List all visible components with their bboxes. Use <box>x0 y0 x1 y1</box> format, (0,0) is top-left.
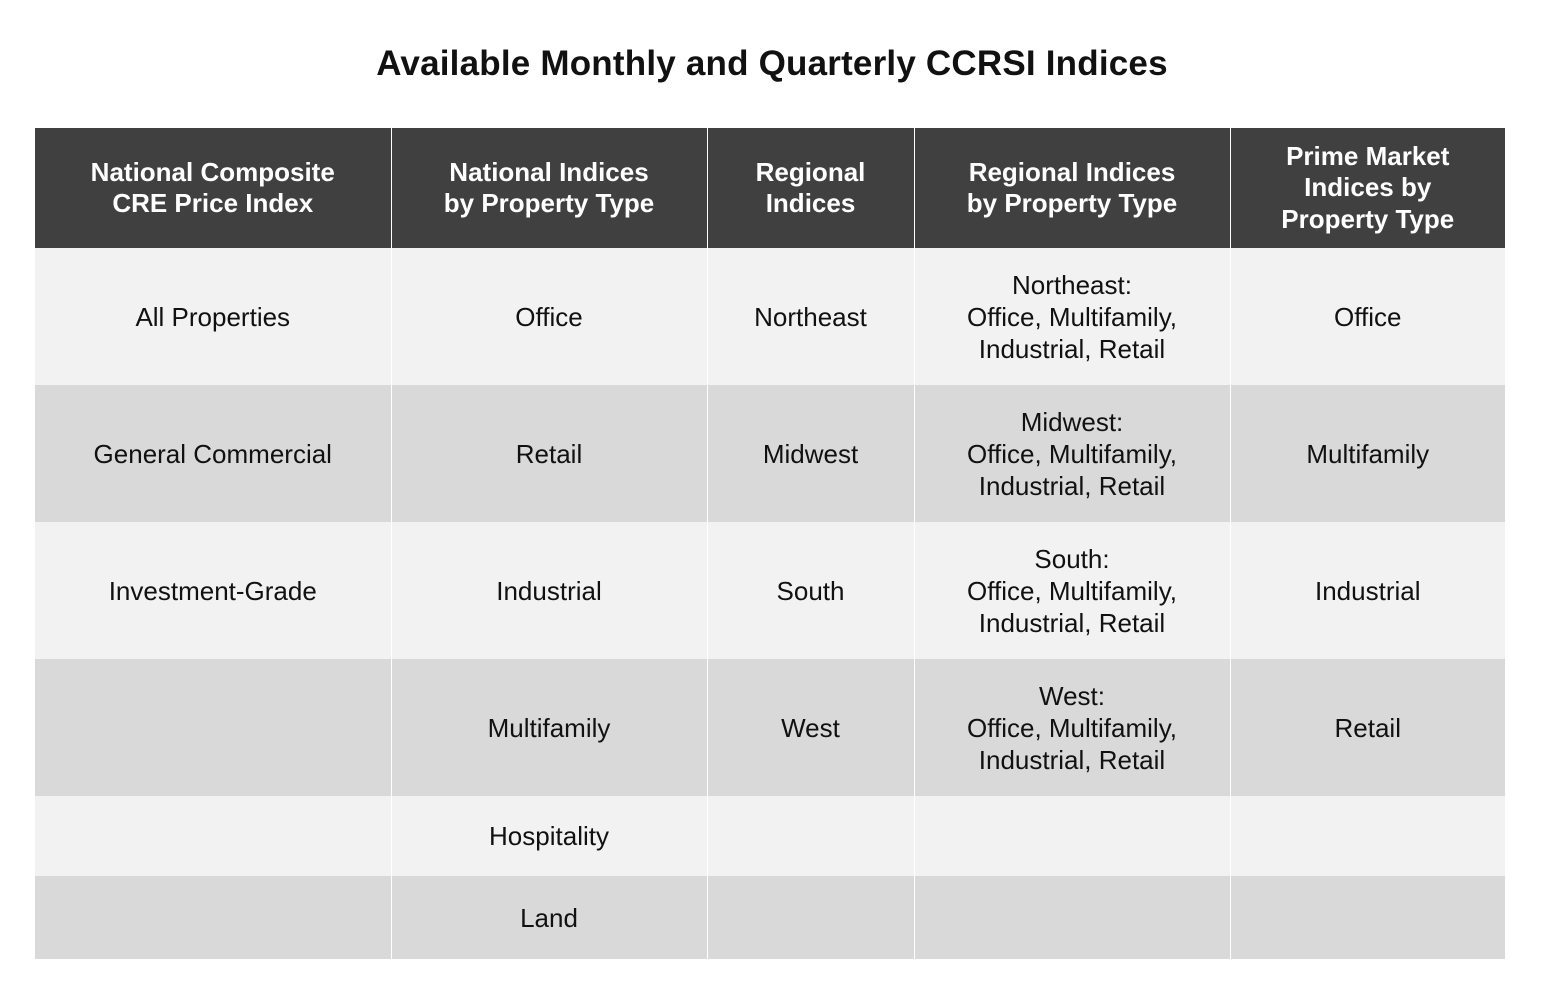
indices-table: National Composite CRE Price Index Natio… <box>35 128 1505 959</box>
header-line: Indices <box>765 188 856 218</box>
cell-regional <box>706 796 914 876</box>
cell-regional: Midwest <box>706 385 914 522</box>
cell-line: Office, Multifamily, <box>967 575 1177 606</box>
header-line: Regional <box>755 156 866 187</box>
cell-national-composite <box>35 659 391 796</box>
table-row: Hospitality <box>35 796 1505 876</box>
cell-line: Midwest: <box>1020 406 1124 437</box>
cell-line: Industrial, Retail <box>978 470 1166 501</box>
cell-prime-market <box>1229 796 1505 876</box>
table-header-row: National Composite CRE Price Index Natio… <box>35 128 1505 248</box>
cell-national-composite: All Properties <box>35 248 391 385</box>
cell-line: Office, Multifamily, <box>967 712 1177 743</box>
cell-prime-market: Office <box>1229 248 1505 385</box>
cell-regional-by-type: Northeast: Office, Multifamily, Industri… <box>913 248 1230 385</box>
cell-regional-by-type <box>913 876 1230 959</box>
cell-regional: South <box>706 522 914 659</box>
cell-national-composite <box>35 876 391 959</box>
header-line: National Composite <box>90 156 335 187</box>
cell-national-by-type: Industrial <box>390 522 707 659</box>
cell-prime-market <box>1229 876 1505 959</box>
table-row: General Commercial Retail Midwest Midwes… <box>35 385 1505 522</box>
cell-line: Northeast: <box>1012 269 1132 300</box>
cell-regional: West <box>706 659 914 796</box>
cell-national-by-type: Retail <box>390 385 707 522</box>
column-header-national-composite: National Composite CRE Price Index <box>35 128 391 248</box>
header-line: Indices by <box>1304 172 1432 203</box>
cell-regional <box>706 876 914 959</box>
page-title: Available Monthly and Quarterly CCRSI In… <box>376 44 1168 83</box>
table-row: All Properties Office Northeast Northeas… <box>35 248 1505 385</box>
table-row: Investment-Grade Industrial South South:… <box>35 522 1505 659</box>
cell-regional-by-type: South: Office, Multifamily, Industrial, … <box>913 522 1230 659</box>
cell-national-by-type: Office <box>390 248 707 385</box>
header-line: by Property Type <box>966 188 1178 218</box>
column-header-regional: Regional Indices <box>706 128 914 248</box>
cell-prime-market: Industrial <box>1229 522 1505 659</box>
table-row: Multifamily West West: Office, Multifami… <box>35 659 1505 796</box>
cell-regional: Northeast <box>706 248 914 385</box>
cell-prime-market: Retail <box>1229 659 1505 796</box>
header-line: Regional Indices <box>968 156 1176 187</box>
column-header-national-by-type: National Indices by Property Type <box>390 128 707 248</box>
header-line: National Indices <box>449 156 649 187</box>
cell-line: South: <box>1034 543 1110 574</box>
cell-line: West: <box>1039 680 1105 711</box>
cell-national-by-type: Hospitality <box>390 796 707 876</box>
cell-national-by-type: Multifamily <box>390 659 707 796</box>
column-header-prime-market: Prime Market Indices by Property Type <box>1229 128 1505 248</box>
cell-national-by-type: Land <box>390 876 707 959</box>
cell-prime-market: Multifamily <box>1229 385 1505 522</box>
header-line: CRE Price Index <box>112 188 314 218</box>
cell-national-composite: General Commercial <box>35 385 391 522</box>
cell-line: Office, Multifamily, <box>967 301 1177 332</box>
cell-line: Industrial, Retail <box>978 607 1166 638</box>
cell-line: Industrial, Retail <box>978 333 1166 364</box>
cell-national-composite <box>35 796 391 876</box>
header-line: Property Type <box>1281 203 1455 234</box>
table-row: Land <box>35 876 1505 959</box>
cell-national-composite: Investment-Grade <box>35 522 391 659</box>
column-header-regional-by-type: Regional Indices by Property Type <box>913 128 1230 248</box>
cell-line: Industrial, Retail <box>978 744 1166 775</box>
header-line: Prime Market <box>1286 140 1450 171</box>
cell-regional-by-type: Midwest: Office, Multifamily, Industrial… <box>913 385 1230 522</box>
header-line: by Property Type <box>443 188 655 218</box>
cell-regional-by-type: West: Office, Multifamily, Industrial, R… <box>913 659 1230 796</box>
cell-line: Office, Multifamily, <box>967 438 1177 469</box>
cell-regional-by-type <box>913 796 1230 876</box>
